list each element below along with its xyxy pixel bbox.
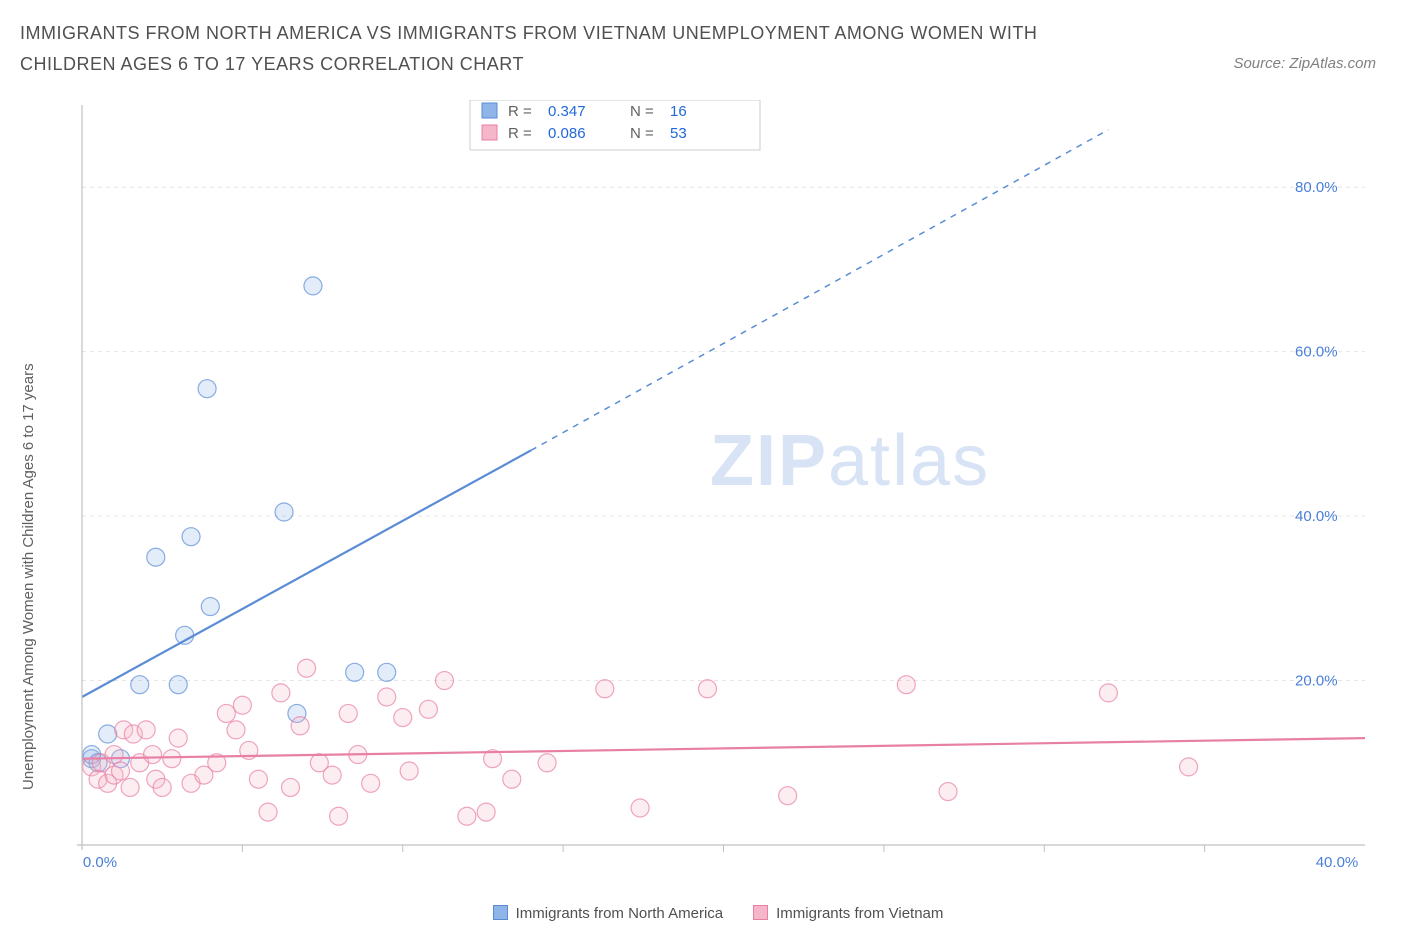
data-point xyxy=(330,807,348,825)
data-point xyxy=(394,709,412,727)
chart-title: IMMIGRANTS FROM NORTH AMERICA VS IMMIGRA… xyxy=(20,18,1120,79)
x-tick-label: 0.0% xyxy=(83,854,117,870)
data-point xyxy=(217,704,235,722)
scatter-chart: 20.0% 40.0% 60.0% 80.0% 0.0% 40.0% R = 0.347 N =… xyxy=(70,100,1380,870)
legend-series-label: Immigrants from Vietnam xyxy=(776,905,943,922)
data-point xyxy=(458,807,476,825)
y-tick-label: 80.0% xyxy=(1295,179,1338,196)
data-point xyxy=(698,680,716,698)
y-tick-label: 60.0% xyxy=(1295,344,1338,361)
x-axis-legend: Immigrants from North America Immigrants … xyxy=(0,905,1406,922)
trend-line-extrapolated xyxy=(531,130,1108,451)
legend-r-value: 0.347 xyxy=(548,103,586,120)
source-credit: Source: ZipAtlas.com xyxy=(1233,55,1376,72)
data-point xyxy=(201,598,219,616)
y-tick-label: 20.0% xyxy=(1295,673,1338,690)
data-point xyxy=(153,778,171,796)
data-point xyxy=(596,680,614,698)
data-point xyxy=(291,717,309,735)
data-point xyxy=(259,803,277,821)
data-point xyxy=(435,672,453,690)
y-axis-label: Unemployment Among Women with Children A… xyxy=(20,363,37,790)
data-point xyxy=(281,778,299,796)
data-point xyxy=(169,676,187,694)
legend-series-label: Immigrants from North America xyxy=(516,905,724,922)
data-point xyxy=(323,766,341,784)
data-point xyxy=(272,684,290,702)
trend-line xyxy=(82,738,1365,759)
data-point xyxy=(538,754,556,772)
data-point xyxy=(131,676,149,694)
legend-n-label: N = xyxy=(630,103,654,120)
legend-n-value: 53 xyxy=(670,125,687,142)
data-point xyxy=(939,783,957,801)
legend-r-value: 0.086 xyxy=(548,125,586,142)
data-point xyxy=(137,721,155,739)
data-point xyxy=(233,696,251,714)
data-point xyxy=(198,380,216,398)
data-point xyxy=(378,688,396,706)
data-point xyxy=(362,774,380,792)
data-point xyxy=(105,746,123,764)
data-point xyxy=(99,725,117,743)
data-point xyxy=(897,676,915,694)
legend-n-value: 16 xyxy=(670,103,687,120)
data-point xyxy=(378,663,396,681)
legend-swatch xyxy=(753,905,768,920)
x-tick-label: 40.0% xyxy=(1316,854,1359,870)
data-point xyxy=(346,663,364,681)
data-point xyxy=(227,721,245,739)
legend-r-label: R = xyxy=(508,125,532,142)
data-point xyxy=(779,787,797,805)
data-point xyxy=(111,762,129,780)
legend-swatch xyxy=(482,103,497,118)
y-tick-label: 40.0% xyxy=(1295,508,1338,525)
data-point xyxy=(1180,758,1198,776)
data-point xyxy=(182,528,200,546)
data-point xyxy=(249,770,267,788)
data-point xyxy=(339,704,357,722)
data-point xyxy=(304,277,322,295)
legend-n-label: N = xyxy=(630,125,654,142)
data-point xyxy=(1099,684,1117,702)
data-point xyxy=(169,729,187,747)
data-point xyxy=(275,503,293,521)
data-point xyxy=(121,778,139,796)
legend-swatch xyxy=(493,905,508,920)
data-point xyxy=(400,762,418,780)
data-point xyxy=(503,770,521,788)
data-point xyxy=(631,799,649,817)
data-point xyxy=(419,700,437,718)
data-point xyxy=(477,803,495,821)
data-point xyxy=(147,548,165,566)
legend-swatch xyxy=(482,125,497,140)
data-point xyxy=(298,659,316,677)
chart-svg: 20.0% 40.0% 60.0% 80.0% 0.0% 40.0% R = 0.347 N =… xyxy=(70,100,1380,870)
data-point xyxy=(144,746,162,764)
data-point xyxy=(163,750,181,768)
legend-r-label: R = xyxy=(508,103,532,120)
